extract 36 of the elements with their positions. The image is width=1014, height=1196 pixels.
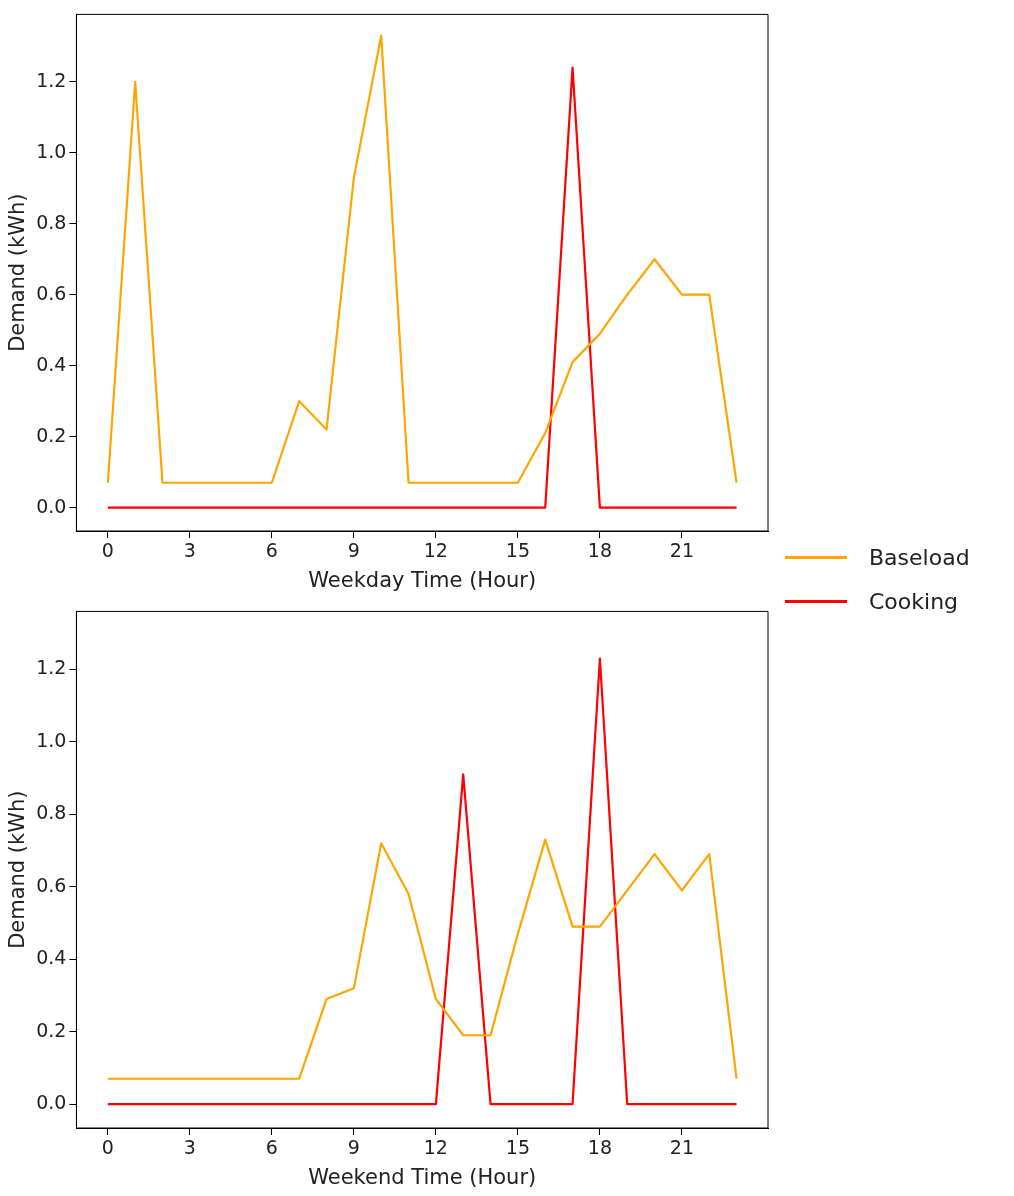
- x-tick-label: 21: [669, 539, 694, 562]
- x-tick-label: 15: [505, 539, 530, 562]
- x-tick-label: 3: [183, 1136, 196, 1159]
- y-tick-label: 1.2: [36, 656, 67, 679]
- y-tick-label: 0.6: [36, 873, 67, 896]
- x-tick-label: 0: [101, 1136, 114, 1159]
- y-axis-title: Demand (kWh): [5, 790, 30, 949]
- x-tick-label: 0: [101, 539, 114, 562]
- y-tick-label: 1.0: [36, 139, 67, 162]
- x-tick-label: 18: [587, 1136, 612, 1159]
- y-tick-label: 0.4: [36, 352, 67, 375]
- x-tick-label: 21: [669, 1136, 694, 1159]
- y-axis-title: Demand (kWh): [5, 193, 30, 352]
- y-tick-label: 0.8: [36, 210, 67, 233]
- x-tick-label: 6: [265, 539, 278, 562]
- x-tick-label: 9: [347, 539, 360, 562]
- y-tick-label: 0.2: [36, 1018, 67, 1041]
- x-tick-label: 15: [505, 1136, 530, 1159]
- y-tick-label: 1.2: [36, 68, 67, 91]
- y-tick-label: 0.2: [36, 423, 67, 446]
- y-tick-label: 0.6: [36, 281, 67, 304]
- y-tick-label: 0.8: [36, 801, 67, 824]
- x-tick-label: 3: [183, 539, 196, 562]
- x-tick-label: 6: [265, 1136, 278, 1159]
- legend-label: Cooking: [869, 588, 959, 614]
- x-tick-label: 9: [347, 1136, 360, 1159]
- y-tick-label: 0.0: [36, 494, 67, 517]
- y-tick-label: 0.0: [36, 1091, 67, 1114]
- y-tick-label: 0.4: [36, 946, 67, 969]
- y-tick-label: 1.0: [36, 728, 67, 751]
- x-tick-label: 18: [587, 539, 612, 562]
- x-axis-title: Weekend Time (Hour): [308, 1164, 537, 1189]
- x-axis-title: Weekday Time (Hour): [308, 567, 537, 592]
- legend-label: Baseload: [869, 544, 970, 570]
- x-tick-label: 12: [423, 539, 448, 562]
- x-tick-label: 12: [423, 1136, 448, 1159]
